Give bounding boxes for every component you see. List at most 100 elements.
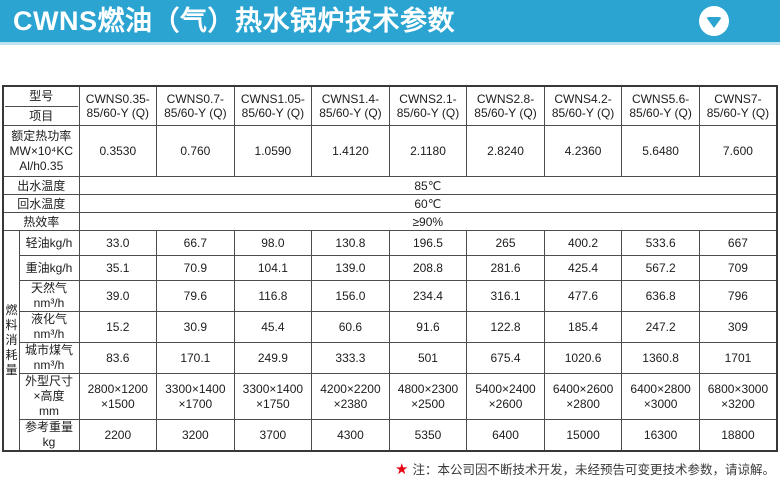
star-icon: ★ (395, 461, 409, 478)
value-cell: 6800×3000 ×3200 (698, 373, 778, 420)
value-cell: 4200×2200 ×2380 (311, 373, 390, 420)
row-label-weight: 参考重量 kg (18, 419, 80, 452)
value-cell: 4800×2300 ×2500 (388, 373, 468, 420)
weight-row: 参考重量 kg 2200 3200 3700 4300 5350 6400 15… (3, 419, 778, 452)
value-cell: 709 (698, 255, 778, 281)
value-cell: 130.8 (311, 230, 390, 256)
value-cell: 5.6480 (621, 125, 700, 177)
value-cell: 79.6 (156, 280, 235, 312)
value-cell: 3700 (233, 419, 313, 452)
value-cell: 116.8 (233, 280, 313, 312)
corner-label-item: 项目 (29, 109, 54, 123)
value-cell: 3300×1400 ×1700 (156, 373, 235, 420)
collapse-toggle-button[interactable] (699, 6, 729, 36)
row-label-heavy-oil: 重油kg/h (18, 255, 80, 281)
value-cell: 1.0590 (233, 125, 313, 177)
value-cell: 60.6 (311, 311, 390, 343)
row-label-city-gas: 城市煤气 nm³/h (18, 342, 80, 374)
row-label-efficiency: 热效率 (2, 212, 80, 231)
value-cell: 185.4 (543, 311, 623, 343)
value-cell: 501 (388, 342, 468, 374)
value-cell: 675.4 (466, 342, 545, 374)
model-column-header: CWNS5.6-85/60-Y (Q) (621, 85, 700, 126)
row-label-rated-power: 额定热功率 MW×10⁴KC Al/h0.35 (2, 125, 80, 177)
value-cell: 156.0 (311, 280, 390, 312)
value-cell: 39.0 (78, 280, 158, 312)
value-cell: 0.760 (156, 125, 235, 177)
value-cell: 265 (466, 230, 545, 256)
model-column-header: CWNS0.7-85/60-Y (Q) (156, 85, 235, 126)
value-cell: 83.6 (78, 342, 158, 374)
footnote: ★ 注：本公司因不断技术开发，未经预告可变更技术参数，请谅解。 (0, 459, 780, 478)
value-cell: 247.2 (621, 311, 700, 343)
model-column-header: CWNS1.4-85/60-Y (Q) (311, 85, 390, 126)
spec-table: 型号 项目 CWNS0.35-85/60-Y (Q) CWNS0.7-85/60… (2, 85, 778, 452)
value-cell: 122.8 (466, 311, 545, 343)
value-cell: 0.3530 (78, 125, 158, 177)
value-cell: 309 (698, 311, 778, 343)
value-cell: 234.4 (388, 280, 468, 312)
value-cell: 15.2 (78, 311, 158, 343)
model-column-header: CWNS1.05-85/60-Y (Q) (233, 85, 313, 126)
value-cell: 425.4 (543, 255, 623, 281)
merged-value-cell: ≥90% (78, 212, 778, 231)
value-cell: 4300 (311, 419, 390, 452)
value-cell: 4.2360 (543, 125, 623, 177)
value-cell: 333.3 (311, 342, 390, 374)
row-label-natural-gas: 天然气 nm³/h (18, 280, 80, 312)
value-cell: 796 (698, 280, 778, 312)
value-cell: 400.2 (543, 230, 623, 256)
page-title: CWNS燃油（气）热水锅炉技术参数 (13, 6, 455, 36)
row-label-light-oil: 轻油kg/h (18, 230, 80, 256)
value-cell: 2200 (78, 419, 158, 452)
value-cell: 139.0 (311, 255, 390, 281)
value-cell: 249.9 (233, 342, 313, 374)
value-cell: 3200 (156, 419, 235, 452)
fuel-group-label: 燃料消耗量 (5, 303, 18, 377)
value-cell: 2.8240 (466, 125, 545, 177)
value-cell: 70.9 (156, 255, 235, 281)
value-cell: 66.7 (156, 230, 235, 256)
value-cell: 30.9 (156, 311, 235, 343)
value-cell: 104.1 (233, 255, 313, 281)
value-cell: 15000 (543, 419, 623, 452)
title-bar: CWNS燃油（气）热水锅炉技术参数 (0, 0, 780, 45)
rated-power-row: 额定热功率 MW×10⁴KC Al/h0.35 0.3530 0.760 1.0… (2, 125, 778, 177)
model-column-header: CWNS2.1-85/60-Y (Q) (388, 85, 468, 126)
value-cell: 196.5 (388, 230, 468, 256)
heavy-oil-row: 重油kg/h 35.1 70.9 104.1 139.0 208.8 281.6… (3, 255, 778, 281)
value-cell: 6400×2800 ×3000 (621, 373, 700, 420)
value-cell: 3300×1400 ×1750 (233, 373, 313, 420)
chevron-down-icon (706, 16, 722, 28)
row-label-lpg: 液化气 nm³/h (18, 311, 80, 343)
fuel-group-cell: 燃料消耗量 (2, 230, 20, 452)
row-label-outlet-temp: 出水温度 (2, 176, 80, 195)
value-cell: 170.1 (156, 342, 235, 374)
value-cell: 2800×1200 ×1500 (78, 373, 158, 420)
table-header-row: 型号 项目 CWNS0.35-85/60-Y (Q) CWNS0.7-85/60… (2, 85, 778, 126)
model-column-header: CWNS7-85/60-Y (Q) (698, 85, 778, 126)
value-cell: 477.6 (543, 280, 623, 312)
value-cell: 5350 (388, 419, 468, 452)
value-cell: 1360.8 (621, 342, 700, 374)
value-cell: 533.6 (621, 230, 700, 256)
value-cell: 91.6 (388, 311, 468, 343)
row-label-dimensions: 外型尺寸 ×高度 mm (18, 373, 80, 420)
value-cell: 6400 (466, 419, 545, 452)
value-cell: 667 (698, 230, 778, 256)
value-cell: 35.1 (78, 255, 158, 281)
value-cell: 98.0 (233, 230, 313, 256)
value-cell: 33.0 (78, 230, 158, 256)
value-cell: 18800 (698, 419, 778, 452)
value-cell: 7.600 (698, 125, 778, 177)
model-column-header: CWNS0.35-85/60-Y (Q) (78, 85, 158, 126)
dimensions-row: 外型尺寸 ×高度 mm 2800×1200 ×1500 3300×1400 ×1… (3, 373, 778, 420)
merged-value-cell: 60℃ (78, 194, 778, 213)
value-cell: 2.1180 (388, 125, 468, 177)
city-gas-row: 城市煤气 nm³/h 83.6 170.1 249.9 333.3 501 67… (3, 342, 778, 374)
value-cell: 1701 (698, 342, 778, 374)
value-cell: 16300 (621, 419, 700, 452)
value-cell: 1.4120 (311, 125, 390, 177)
value-cell: 316.1 (466, 280, 545, 312)
